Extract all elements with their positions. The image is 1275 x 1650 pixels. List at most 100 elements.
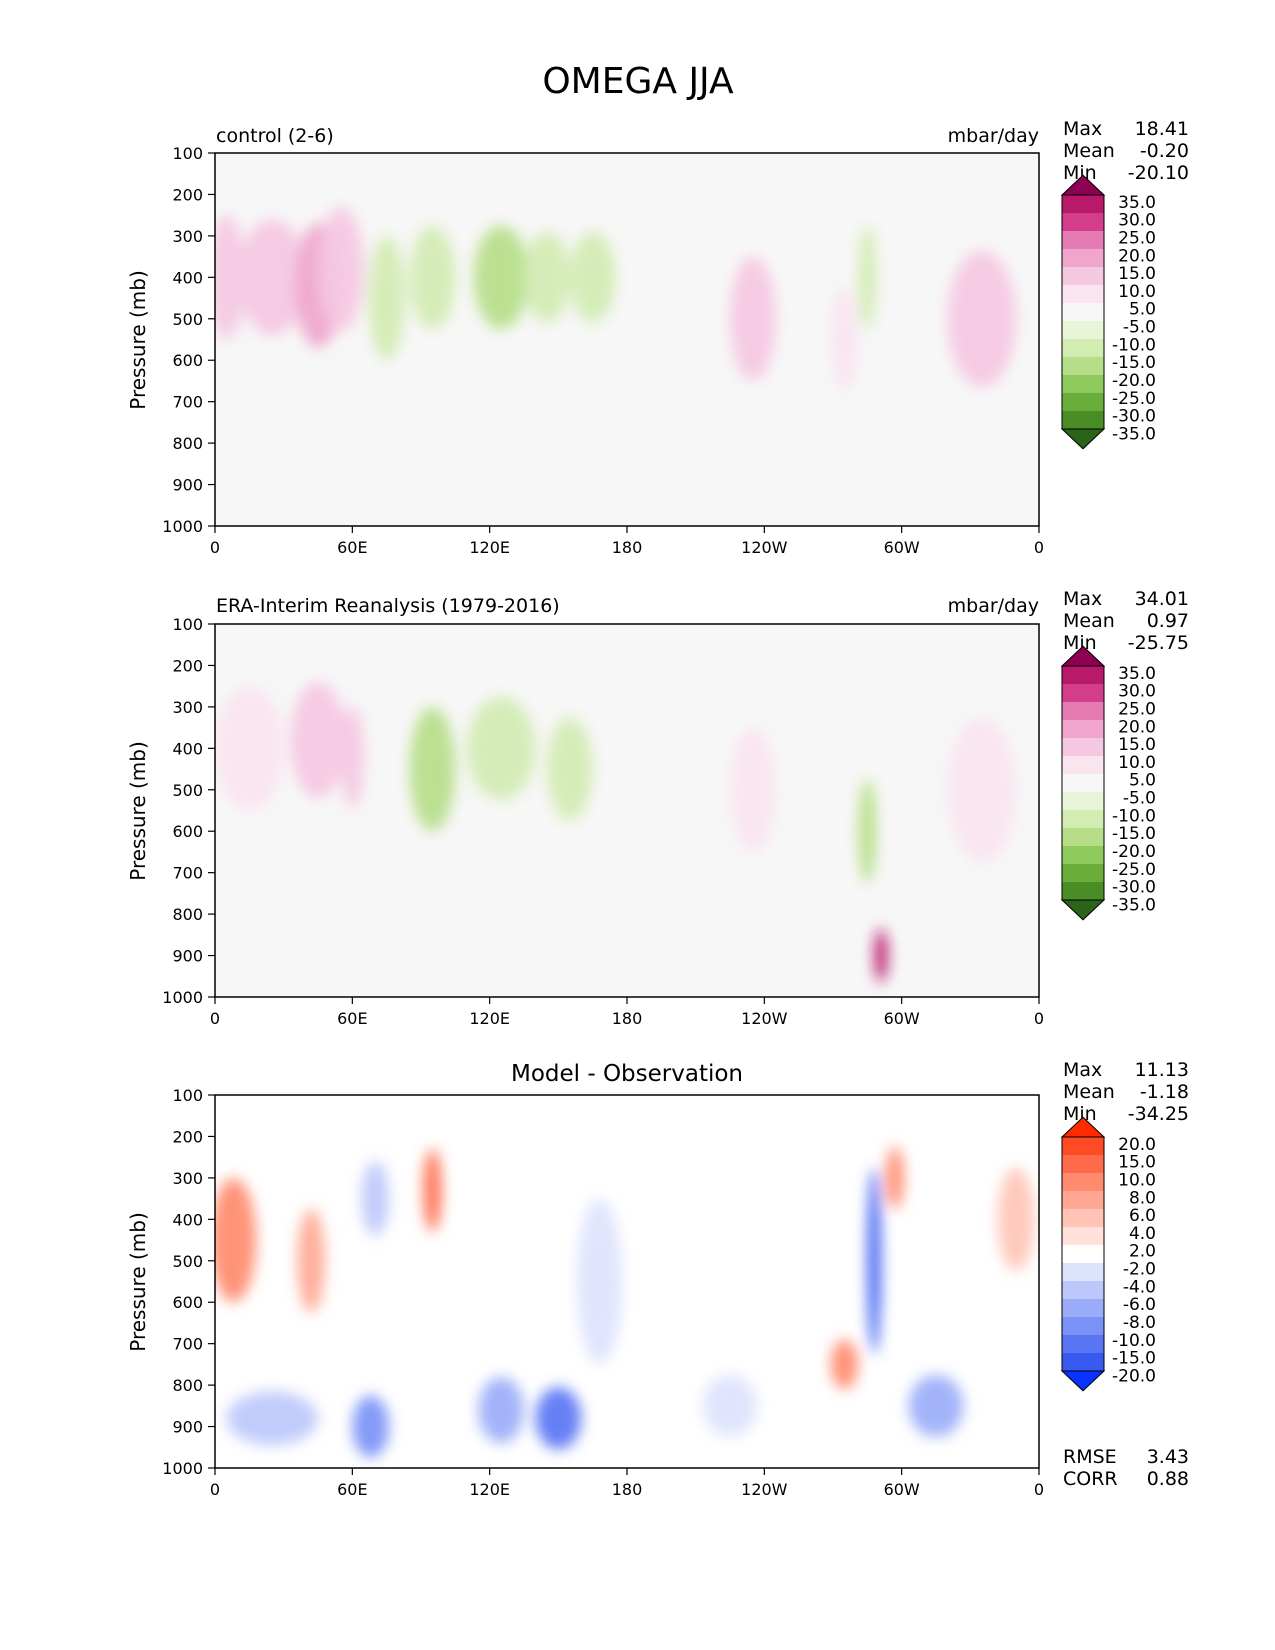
colorbar-tick-label: -15.0 [1112,824,1156,844]
metric-corr-value: 0.88 [1147,1468,1189,1490]
colorbar-tick-label: 10.0 [1118,753,1156,773]
stat-min-label: Min [1063,632,1097,654]
colorbar-tick-label: 20.0 [1118,246,1156,266]
metric-rmse-value: 3.43 [1147,1446,1189,1468]
colorbar: 35.030.025.020.015.010.05.0-5.0-10.0-15.… [1060,174,1156,450]
colorbar-tick-label: -15.0 [1112,1349,1156,1369]
colorbar-tick-label: -8.0 [1123,1313,1156,1333]
colorbar-band [1062,1155,1104,1173]
plot-background [215,624,1039,997]
x-ticks: 0 60E 120E 180 120W 60W 0 [210,1468,1044,1499]
colorbar-band [1062,810,1104,828]
colorbar-tick-label: 10.0 [1118,282,1156,302]
y-tick-label: 1000 [162,1459,203,1478]
stat-max-label: Max [1063,118,1102,140]
y-tick-label: 300 [172,227,203,246]
colorbar-band [1062,1299,1104,1317]
colorbar-band [1062,1209,1104,1227]
field-anomaly [318,206,364,332]
colorbar-tick-label: 20.0 [1118,1135,1156,1155]
field-anomaly [524,231,570,323]
field-layer [215,206,1017,392]
colorbar-band [1062,882,1104,900]
y-tick-label: 800 [172,434,203,453]
y-tick-label: 300 [172,1169,203,1188]
field-anomaly [478,1376,524,1444]
x-tick-label: 60W [884,1480,920,1499]
field-anomaly [473,225,529,330]
field-anomaly [546,717,593,821]
y-tick-label: 200 [172,656,203,675]
colorbar-tick-label: 35.0 [1118,193,1156,213]
colorbar-band [1062,684,1104,702]
field-anomaly [368,235,405,361]
metric-rmse-label: RMSE [1063,1446,1117,1468]
x-tick-label: 180 [612,538,643,557]
colorbar-band [1062,375,1104,393]
plot-background [215,153,1039,526]
colorbar-tick-label: -20.0 [1112,1366,1156,1386]
colorbar-band [1062,285,1104,303]
x-tick-label: 0 [210,1009,220,1028]
y-tick-label: 700 [172,864,203,883]
colorbar-frame [1061,194,1105,430]
y-axis-label: Pressure (mb) [126,1212,150,1352]
y-tick-label: 900 [172,476,203,495]
field-anomaly [702,1374,758,1437]
field-anomaly [947,250,1017,388]
metrics-box: RMSE 3.43 CORR 0.88 [1063,1446,1189,1490]
colorbar-tick-label: 4.0 [1129,1224,1156,1244]
y-ticks: 100 200 300 400 500 600 700 800 900 1000 [162,144,215,536]
y-tick-label: 600 [172,1293,203,1312]
colorbar-band [1062,828,1104,846]
field-anomaly [409,225,456,330]
field-anomaly [997,1167,1035,1272]
x-tick-label: 60E [337,1480,367,1499]
y-tick-label: 600 [172,822,203,841]
y-tick-label: 100 [172,1086,203,1105]
y-tick-label: 300 [172,698,203,717]
panel-units: mbar/day [948,125,1039,147]
x-tick-label: 0 [210,1480,220,1499]
stats-box: Max 11.13 Mean -1.18 Min -34.25 [1063,1059,1189,1125]
stat-max-value: 34.01 [1135,588,1189,610]
y-tick-label: 1000 [162,988,203,1007]
colorbar-tick-label: -35.0 [1112,424,1156,444]
field-anomaly [409,706,456,832]
colorbar-band [1062,1353,1104,1371]
y-tick-label: 900 [172,947,203,966]
colorbar-tick-label: -10.0 [1112,806,1156,826]
field-anomaly [858,225,877,330]
x-tick-label: 0 [210,538,220,557]
stat-mean-label: Mean [1063,610,1115,632]
panel-units: mbar/day [948,595,1039,617]
colorbar-band [1062,1227,1104,1245]
panel-title-left: ERA-Interim Reanalysis (1979-2016) [216,595,560,617]
colorbar-tick-label: -6.0 [1123,1295,1156,1315]
field-anomaly [947,717,1017,863]
y-ticks: 100 200 300 400 500 600 700 800 900 1000 [162,615,215,1007]
colorbar-band [1062,357,1104,375]
y-tick-label: 800 [172,905,203,924]
field-anomaly [290,682,346,799]
panel-control: control (2-6) mbar/day Pressure (mb) 100… [126,118,1189,557]
panel-title-left: control (2-6) [216,125,334,147]
x-tick-label: 60W [884,538,920,557]
y-tick-label: 1000 [162,517,203,536]
colorbar-band [1062,267,1104,285]
colorbar-tick-label: -30.0 [1112,407,1156,427]
stat-max-label: Max [1063,588,1102,610]
colorbar-tick-label: -5.0 [1123,789,1156,809]
x-tick-label: 0 [1034,1009,1044,1028]
plot-background [215,1095,1039,1468]
field-anomaly [226,1391,318,1446]
colorbar-band [1062,756,1104,774]
y-tick-label: 500 [172,1252,203,1271]
colorbar-tick-label: 5.0 [1129,300,1156,320]
x-ticks: 0 60E 120E 180 120W 60W 0 [210,997,1044,1028]
colorbar-tick-label: 30.0 [1118,211,1156,231]
panel-observation: ERA-Interim Reanalysis (1979-2016) mbar/… [126,588,1189,1028]
field-anomaly [340,704,364,809]
x-tick-label: 60E [337,1009,367,1028]
